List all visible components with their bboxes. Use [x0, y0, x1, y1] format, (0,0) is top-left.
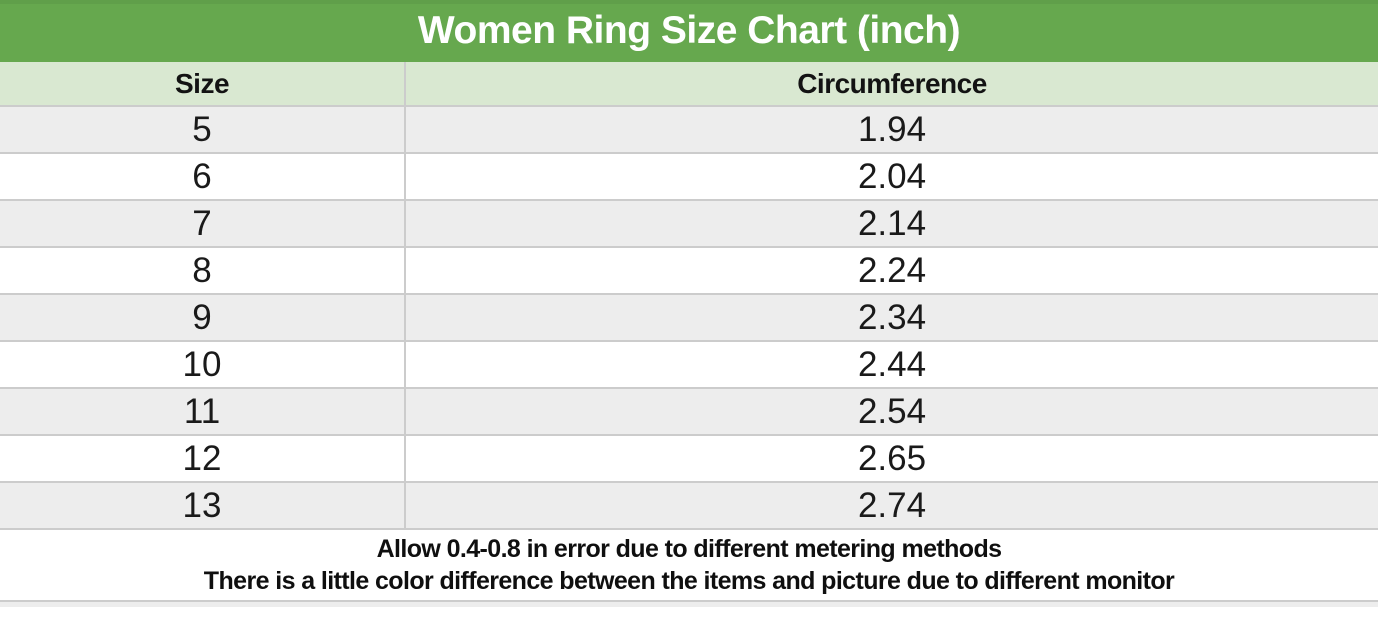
column-header-size: Size — [0, 62, 406, 107]
table-header: Size Circumference — [0, 62, 1378, 107]
circumference-cell: 2.14 — [404, 199, 1378, 248]
circumference-cell: 2.54 — [404, 387, 1378, 436]
size-cell: 8 — [0, 246, 406, 295]
size-cell: 6 — [0, 152, 406, 201]
table-row: 12 2.65 — [0, 434, 1378, 483]
header-row: Size Circumference — [0, 62, 1378, 107]
note-metering-error: Allow 0.4-0.8 in error due to different … — [376, 535, 1002, 563]
circumference-cell: 2.04 — [404, 152, 1378, 201]
size-cell: 5 — [0, 105, 406, 154]
circumference-cell: 1.94 — [404, 105, 1378, 154]
table-row: 13 2.74 — [0, 481, 1378, 530]
table-row: 6 2.04 — [0, 152, 1378, 201]
table-row: 10 2.44 — [0, 340, 1378, 389]
chart-title: Women Ring Size Chart (inch) — [417, 8, 961, 52]
circumference-cell: 2.44 — [404, 340, 1378, 389]
size-cell: 10 — [0, 340, 406, 389]
table-row: 8 2.24 — [0, 246, 1378, 295]
circumference-cell: 2.74 — [404, 481, 1378, 530]
chart-title-bar: Women Ring Size Chart (inch) — [0, 0, 1378, 62]
footer-notes: Allow 0.4-0.8 in error due to different … — [0, 530, 1378, 597]
table-body: 5 1.94 6 2.04 7 2.14 8 2.24 9 2.34 10 2.44 11 2.54 12 2… — [0, 105, 1378, 530]
bottom-strip — [0, 600, 1378, 607]
circumference-cell: 2.24 — [404, 246, 1378, 295]
column-header-circumference: Circumference — [404, 62, 1378, 107]
circumference-cell: 2.34 — [404, 293, 1378, 342]
size-cell: 11 — [0, 387, 406, 436]
size-cell: 12 — [0, 434, 406, 483]
size-cell: 9 — [0, 293, 406, 342]
table-row: 11 2.54 — [0, 387, 1378, 436]
size-cell: 13 — [0, 481, 406, 530]
table-row: 7 2.14 — [0, 199, 1378, 248]
table-row: 5 1.94 — [0, 105, 1378, 154]
size-cell: 7 — [0, 199, 406, 248]
ring-size-table: Size Circumference 5 1.94 6 2.04 7 2.14 8 2.24 9… — [0, 62, 1378, 530]
note-color-difference: There is a little color difference betwe… — [203, 567, 1175, 595]
circumference-cell: 2.65 — [404, 434, 1378, 483]
table-row: 9 2.34 — [0, 293, 1378, 342]
